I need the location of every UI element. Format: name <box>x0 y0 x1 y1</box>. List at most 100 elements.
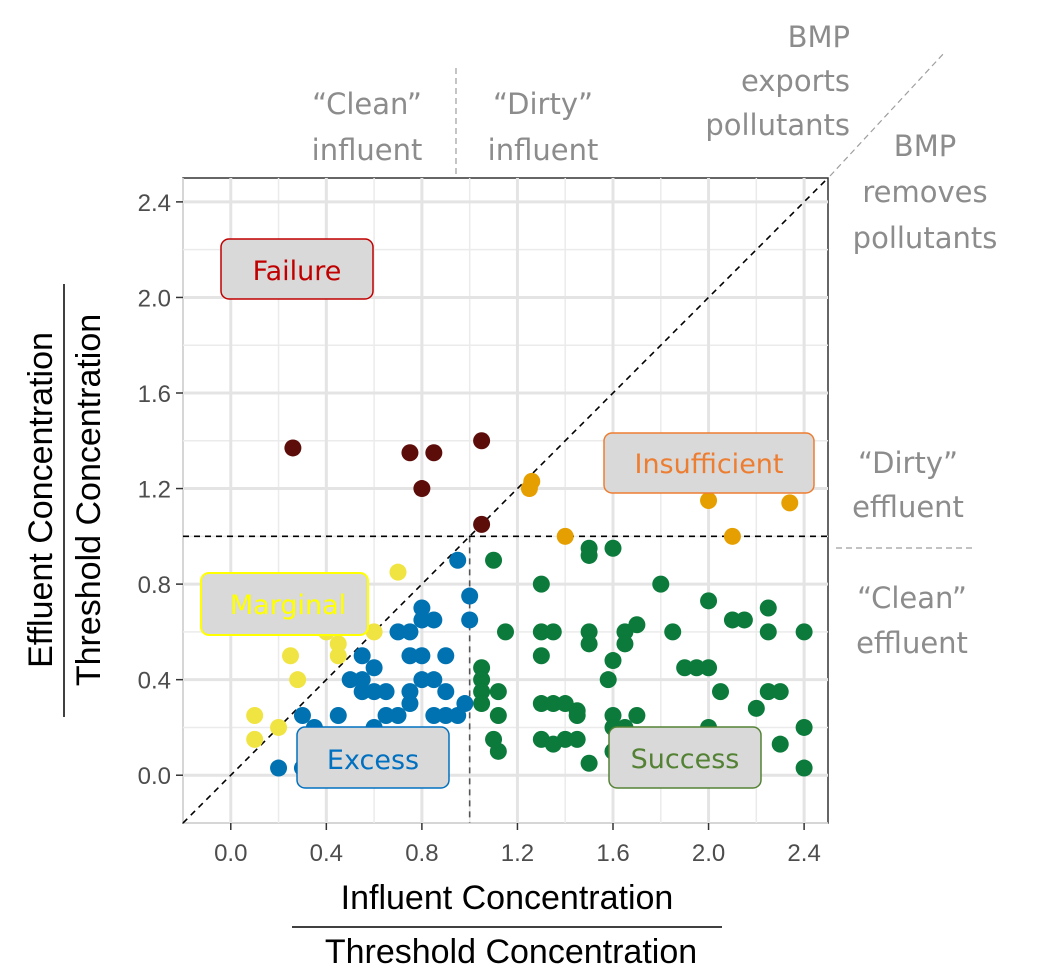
marginal-point <box>389 563 407 581</box>
success-point <box>676 659 694 677</box>
y-tick-label: 2.0 <box>138 285 171 312</box>
insufficient-label-text: Insufficient <box>634 449 783 480</box>
excess-point <box>365 683 383 701</box>
success-point <box>747 699 765 717</box>
dirty-effluent-annotation: “Dirty” effluent <box>852 446 964 524</box>
success-point <box>580 635 598 653</box>
success-point <box>795 623 813 641</box>
excess-point <box>456 695 474 713</box>
y-tick-label: 0.0 <box>138 763 171 790</box>
x-tick-label: 1.6 <box>596 840 629 867</box>
success-point <box>532 623 550 641</box>
insufficient-series <box>520 472 799 545</box>
marginal-series <box>246 563 407 748</box>
y-tick-label: 0.8 <box>138 572 171 599</box>
y-tick-label: 1.2 <box>138 477 171 504</box>
marginal-point <box>246 730 264 748</box>
failure-point <box>284 439 302 457</box>
success-point <box>652 575 670 593</box>
insufficient-point <box>556 527 574 545</box>
success-point <box>604 539 622 557</box>
failure-point <box>473 515 491 533</box>
failure-label-text: Failure <box>253 256 342 287</box>
insufficient-point <box>723 527 741 545</box>
marginal-point <box>270 718 288 736</box>
excess-point <box>401 623 419 641</box>
threshold-lines <box>182 177 829 824</box>
success-point <box>473 695 491 713</box>
success-point <box>712 683 729 701</box>
x-axis-denominator: Threshold Concentration <box>325 933 697 971</box>
success-point <box>599 671 617 689</box>
excess-point <box>365 659 383 677</box>
success-point <box>735 611 753 629</box>
success-point <box>544 695 562 713</box>
success-point <box>795 759 813 777</box>
success-point <box>544 735 562 753</box>
excess-point <box>401 695 419 713</box>
excess-point <box>437 707 455 724</box>
y-tick-label: 1.6 <box>138 381 171 408</box>
bmp-removes-annotation: BMP removes pollutants <box>853 129 998 255</box>
success-point <box>580 623 598 641</box>
success-point <box>568 707 586 724</box>
success-point <box>688 659 706 677</box>
x-tick-label: 1.2 <box>501 840 534 867</box>
clean-effluent-annotation: “Clean” effluent <box>856 581 968 660</box>
insufficient-point <box>700 492 718 509</box>
y-axis-denominator: Threshold Concentration <box>70 314 108 686</box>
excess-point <box>413 671 431 689</box>
success-point <box>489 683 507 701</box>
dirty-influent-annotation: “Dirty” influent <box>488 87 599 167</box>
failure-point <box>413 480 431 498</box>
excess-label: Excess <box>296 726 450 789</box>
excess-point <box>413 611 431 629</box>
success-label: Success <box>608 726 762 789</box>
y-tick-label: 2.4 <box>138 190 171 217</box>
success-point <box>473 671 491 689</box>
success-point <box>532 575 550 593</box>
failure-series <box>284 432 491 533</box>
success-point <box>580 754 598 772</box>
excess-point <box>389 707 407 724</box>
excess-point <box>425 611 443 629</box>
success-point <box>771 683 789 701</box>
excess-point <box>329 707 347 724</box>
excess-point <box>270 759 288 777</box>
failure-label: Failure <box>220 238 374 300</box>
x-tick-label: 0.4 <box>310 840 343 867</box>
success-point <box>604 707 622 724</box>
success-point <box>532 695 550 713</box>
excess-point <box>425 707 443 724</box>
clean-influent-annotation: “Clean” influent <box>312 87 423 167</box>
marginal-point <box>282 647 299 665</box>
excess-point <box>401 683 419 701</box>
diagonal-line <box>182 177 829 824</box>
excess-point <box>425 671 443 689</box>
excess-point <box>353 683 371 701</box>
marginal-label-text: Marginal <box>230 590 346 621</box>
x-axis-numerator: Influent Concentration <box>341 879 674 917</box>
success-point <box>544 623 562 641</box>
success-point <box>568 730 586 748</box>
success-point <box>497 623 514 641</box>
marginal-point <box>329 647 347 665</box>
excess-label-text: Excess <box>327 745 419 776</box>
excess-point <box>377 707 395 724</box>
success-point <box>759 623 777 641</box>
excess-point <box>461 587 479 605</box>
success-point <box>628 616 646 634</box>
success-series <box>473 539 813 777</box>
bmp-exports-annotation: BMP exports pollutants <box>705 20 850 142</box>
success-point <box>485 551 503 569</box>
failure-point <box>473 432 491 450</box>
insufficient-point <box>523 472 541 490</box>
excess-point <box>353 647 371 665</box>
x-tick-label: 0.8 <box>405 840 438 867</box>
success-point <box>795 718 813 736</box>
marginal-label: Marginal <box>200 572 369 636</box>
x-tick-label: 0.0 <box>214 840 247 867</box>
failure-point <box>401 444 419 462</box>
y-tick-label: 0.4 <box>138 668 171 695</box>
success-point <box>580 546 598 564</box>
